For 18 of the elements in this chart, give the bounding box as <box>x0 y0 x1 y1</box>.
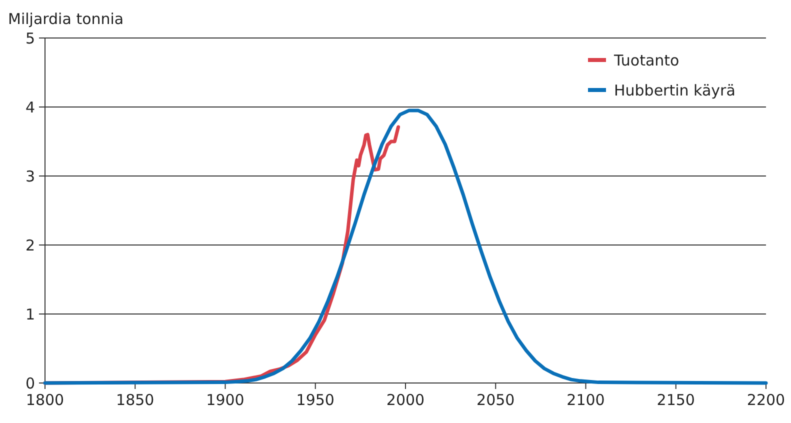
legend-label: Hubbertin käyrä <box>614 81 736 100</box>
x-tick-label: 2200 <box>746 391 786 409</box>
x-tick-label: 1950 <box>296 391 334 409</box>
y-tick-label: 1 <box>25 305 35 324</box>
x-tick-label: 2050 <box>476 391 515 409</box>
y-axis-title: Miljardia tonnia <box>8 10 124 28</box>
y-tick-label: 0 <box>25 374 35 392</box>
x-tick-label: 1850 <box>116 391 154 409</box>
y-tick-label: 3 <box>25 167 35 186</box>
x-tick-label: 1900 <box>206 391 244 409</box>
x-tick-label: 2000 <box>386 391 425 409</box>
y-tick-label: 2 <box>25 236 35 254</box>
x-tick-label: 1800 <box>26 391 64 409</box>
x-tick-label: 2100 <box>566 391 605 409</box>
y-tick-label: 5 <box>25 29 35 48</box>
x-tick-label: 2150 <box>656 391 695 409</box>
legend-label: Tuotanto <box>613 51 680 70</box>
y-tick-label: 4 <box>25 98 35 116</box>
